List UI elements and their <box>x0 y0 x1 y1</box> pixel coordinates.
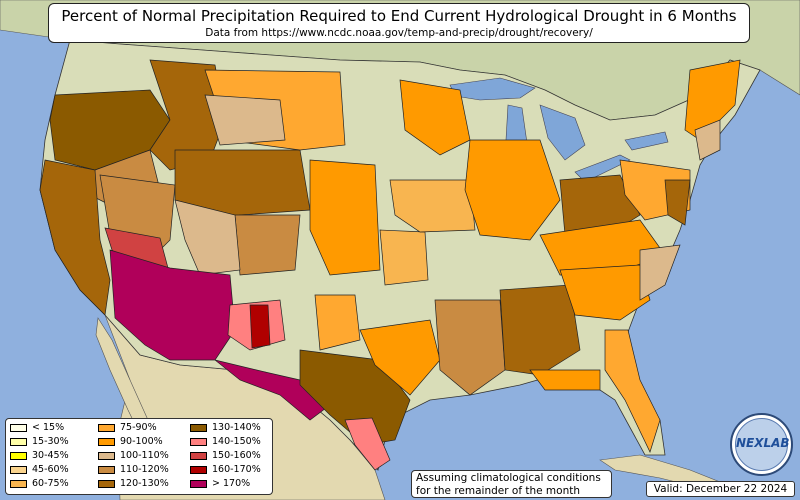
region-gulf-coast-orange <box>529 369 601 391</box>
region-california <box>39 159 111 316</box>
title-box: Percent of Normal Precipitation Required… <box>48 3 750 43</box>
legend-swatch <box>10 479 27 488</box>
region-new-mexico-darkred <box>249 304 271 349</box>
region-upper-midwest <box>399 79 471 156</box>
legend-item: 130-140% <box>190 422 261 434</box>
region-kansas-light <box>379 229 429 286</box>
logo-text: NEXLAB <box>736 436 790 450</box>
legend-item: 90-100% <box>98 436 163 448</box>
region-deep-south-brown <box>499 284 581 376</box>
legend-swatch <box>190 423 207 432</box>
region-south-texas-pink <box>344 417 391 471</box>
legend-label: 110-120% <box>120 464 169 475</box>
legend-swatch <box>98 423 115 432</box>
legend-label: 140-150% <box>212 436 261 447</box>
legend: < 15% 15-30% 30-45% 45-60% 60-75% 75-90%… <box>5 418 273 495</box>
legend-item: 75-90% <box>98 422 157 434</box>
legend-label: 130-140% <box>212 422 261 433</box>
legend-item: 15-30% <box>10 436 69 448</box>
note-line-2: for the remainder of the month <box>416 484 581 497</box>
region-florida <box>604 329 661 453</box>
region-west-texas-magenta <box>214 359 331 421</box>
nexlab-logo: NEXLAB <box>730 413 793 476</box>
legend-label: < 15% <box>32 422 65 433</box>
assumption-note: Assuming climatological conditions for t… <box>411 470 612 498</box>
legend-swatch <box>190 437 207 446</box>
legend-swatch <box>190 479 207 488</box>
region-southeast-orange <box>559 264 651 321</box>
legend-label: 160-170% <box>212 464 261 475</box>
legend-item: 120-130% <box>98 478 169 490</box>
region-central-plains <box>309 159 381 276</box>
legend-item: 110-120% <box>98 464 169 476</box>
legend-item: 60-75% <box>10 478 69 490</box>
legend-label: 60-75% <box>32 478 69 489</box>
legend-item: 30-45% <box>10 450 69 462</box>
legend-swatch <box>98 479 115 488</box>
legend-item: 45-60% <box>10 464 69 476</box>
region-colorado <box>234 214 301 276</box>
legend-item: 150-160% <box>190 450 261 462</box>
legend-swatch <box>98 451 115 460</box>
region-texas-east-orange <box>359 319 441 396</box>
legend-swatch <box>10 423 27 432</box>
region-carolinas-tan <box>639 244 681 301</box>
legend-label: 45-60% <box>32 464 69 475</box>
valid-date: Valid: December 22 2024 <box>646 481 795 497</box>
legend-label: 75-90% <box>120 422 157 433</box>
region-utah-south <box>174 199 241 276</box>
legend-item: 100-110% <box>98 450 169 462</box>
legend-swatch <box>190 451 207 460</box>
legend-item: > 170% <box>190 478 250 490</box>
legend-item: 140-150% <box>190 436 261 448</box>
region-delmarva-brown <box>664 179 691 226</box>
legend-swatch <box>10 451 27 460</box>
legend-swatch <box>190 465 207 474</box>
legend-label: > 170% <box>212 478 251 489</box>
legend-swatch <box>10 465 27 474</box>
region-great-lakes-orange <box>464 139 561 241</box>
lake-ontario <box>624 131 669 151</box>
globe-icon: NEXLAB <box>735 418 790 471</box>
legend-swatch <box>98 465 115 474</box>
legend-label: 15-30% <box>32 436 69 447</box>
legend-label: 120-130% <box>120 478 169 489</box>
region-new-england-tan <box>694 119 721 161</box>
legend-swatch <box>98 437 115 446</box>
region-montana-tan <box>204 94 286 146</box>
legend-swatch <box>10 437 27 446</box>
region-oklahoma <box>314 294 361 351</box>
lake-huron <box>539 104 586 161</box>
map-subtitle: Data from https://www.ncdc.noaa.gov/temp… <box>205 27 593 39</box>
region-lower-mississippi <box>434 299 506 396</box>
legend-label: 100-110% <box>120 450 169 461</box>
legend-item: < 15% <box>10 422 64 434</box>
legend-label: 30-45% <box>32 450 69 461</box>
legend-item: 160-170% <box>190 464 261 476</box>
note-line-1: Assuming climatological conditions <box>416 472 601 484</box>
region-midwest-light <box>389 179 476 233</box>
legend-label: 150-160% <box>212 450 261 461</box>
legend-label: 90-100% <box>120 436 163 447</box>
map-title: Percent of Normal Precipitation Required… <box>61 7 737 25</box>
